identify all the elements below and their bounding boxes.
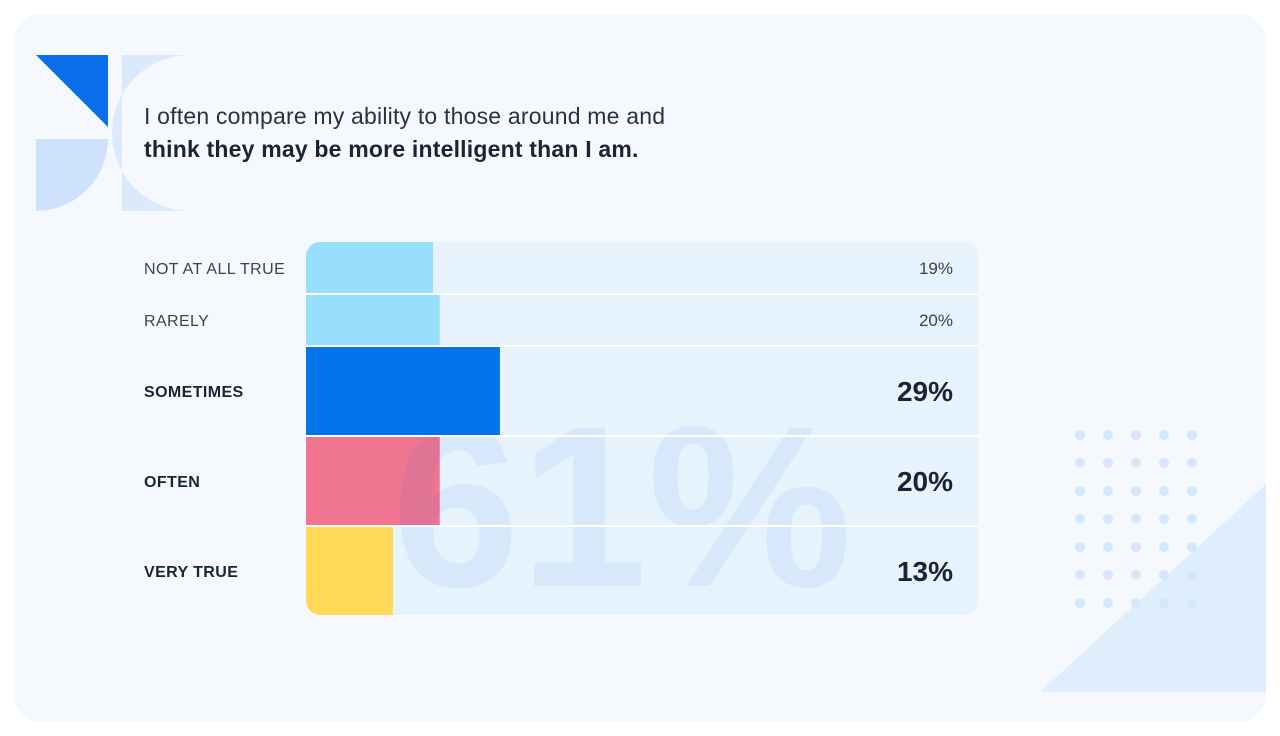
decorative-dot	[1159, 430, 1169, 440]
decorative-dot	[1131, 570, 1141, 580]
decorative-dot	[1075, 458, 1085, 468]
row-separator	[306, 435, 978, 437]
decorative-dot	[1075, 542, 1085, 552]
decorative-dot	[1159, 598, 1169, 608]
value-label: 20%	[897, 466, 953, 497]
decorative-dot	[1131, 458, 1141, 468]
decorative-dot	[1159, 458, 1169, 468]
decorative-dot	[1103, 430, 1113, 440]
decorative-dot	[1103, 542, 1113, 552]
decorative-dot	[1103, 514, 1113, 524]
decorative-dot	[1159, 486, 1169, 496]
title-line-regular: I often compare my ability to those arou…	[144, 103, 666, 129]
decorative-dot	[1187, 430, 1197, 440]
decorative-dot	[1075, 570, 1085, 580]
decorative-dot	[1103, 458, 1113, 468]
row-separator	[306, 525, 978, 527]
bar-often	[306, 436, 440, 526]
category-label: RARELY	[144, 313, 209, 330]
decorative-corner-triangle	[1040, 484, 1266, 692]
row-separator	[306, 345, 978, 347]
decorative-dot	[1131, 598, 1141, 608]
logo-triangle	[36, 55, 108, 127]
decorative-dot	[1131, 430, 1141, 440]
bar-rarely	[306, 294, 440, 346]
bar-not-at-all-true	[306, 242, 434, 294]
decorative-dot	[1187, 598, 1197, 608]
decorative-dot	[1159, 514, 1169, 524]
row-separator	[306, 293, 978, 295]
decorative-dot	[1103, 598, 1113, 608]
value-label: 13%	[897, 556, 953, 587]
decorative-dot	[1187, 458, 1197, 468]
decorative-dot	[1159, 542, 1169, 552]
value-label: 19%	[919, 259, 953, 278]
category-label: NOT AT ALL TRUE	[144, 261, 285, 278]
decorative-dot	[1187, 486, 1197, 496]
decorative-dot	[1187, 570, 1197, 580]
page-title: I often compare my ability to those arou…	[144, 100, 665, 166]
dot-grid	[1075, 430, 1197, 608]
category-label: SOMETIMES	[144, 384, 244, 401]
decorative-logo-shapes	[36, 55, 190, 211]
decorative-dot	[1075, 514, 1085, 524]
decorative-dot	[1159, 570, 1169, 580]
value-label: 29%	[897, 376, 953, 407]
decorative-dot	[1131, 542, 1141, 552]
decorative-dots-and-triangle	[1040, 430, 1266, 692]
watermark-text: 61%	[392, 378, 852, 635]
decorative-dot	[1131, 486, 1141, 496]
bar-chart: 61% NOT AT ALL TRUE 19% RARELY 20% SOMETIMES…	[144, 242, 978, 635]
bar-very-true	[306, 526, 393, 615]
bar-sometimes	[306, 346, 500, 436]
decorative-dot	[1075, 486, 1085, 496]
logo-quarter-circle-bottom	[36, 139, 108, 211]
title-line-bold: think they may be more intelligent than …	[144, 136, 639, 162]
decorative-dot	[1075, 598, 1085, 608]
decorative-dot	[1131, 514, 1141, 524]
category-label: VERY TRUE	[144, 564, 238, 581]
decorative-dot	[1075, 430, 1085, 440]
decorative-dot	[1187, 514, 1197, 524]
card: I often compare my ability to those arou…	[14, 14, 1266, 722]
value-label: 20%	[919, 311, 953, 330]
decorative-dot	[1187, 542, 1197, 552]
decorative-dot	[1103, 486, 1113, 496]
category-label: OFTEN	[144, 474, 200, 491]
decorative-dot	[1103, 570, 1113, 580]
